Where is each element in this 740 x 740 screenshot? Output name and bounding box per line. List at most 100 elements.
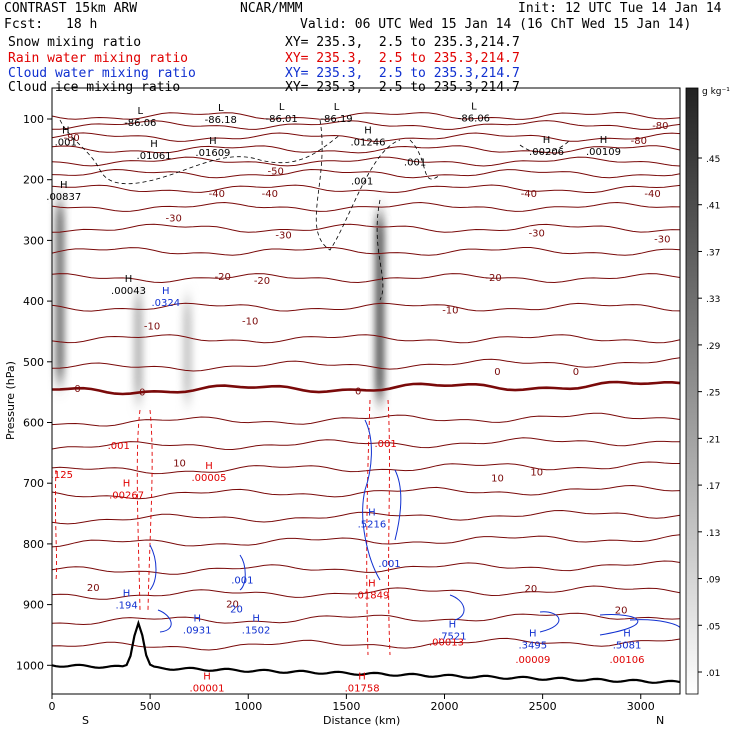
extremum-marker: H [623, 628, 631, 639]
extremum-marker: L [218, 103, 224, 114]
snow-shading-column [375, 216, 384, 399]
temperature-contour-label: 20 [226, 599, 239, 610]
fcst-value: 18 h [66, 17, 98, 32]
x-tick-label: 2000 [431, 700, 459, 713]
colorbar-tick-label: .25 [706, 389, 720, 399]
extremum-marker: L [334, 102, 340, 113]
temperature-contour [51, 273, 681, 284]
extremum-value: .01609 [195, 148, 230, 159]
temperature-contour-label: -30 [166, 213, 182, 224]
extremum-value: .001 [374, 439, 396, 450]
temperature-contour-label: 10 [173, 459, 186, 470]
x-tick-label: 2500 [529, 700, 557, 713]
extremum-value: -86.06 [124, 118, 156, 129]
temperature-contour-label: -10 [242, 317, 258, 328]
rain-water-contour [54, 399, 391, 656]
temperature-contour [51, 223, 681, 233]
extremum-marker: H [364, 125, 372, 136]
extremum-marker: H [252, 613, 260, 624]
field-snow-name: Snow mixing ratio [8, 35, 142, 50]
temperature-contour [51, 334, 681, 344]
x-axis-title: Distance (km) [323, 714, 400, 727]
extremum-marker: H [150, 139, 158, 150]
extremum-value: .00005 [192, 473, 227, 484]
extremum-value: .0324 [152, 298, 181, 309]
temperature-contour-label: -80 [63, 133, 79, 144]
extremum-marker: H [368, 579, 376, 590]
temperature-contour-label: -40 [644, 189, 660, 200]
temperature-contour-label: -40 [262, 189, 278, 200]
extremum-value: -86.18 [205, 115, 237, 126]
extremum-value: .001 [351, 177, 373, 188]
field-cloudwater-name: Cloud water mixing ratio [8, 66, 196, 81]
y-tick-label: 400 [23, 295, 44, 308]
plot-frame [51, 87, 681, 695]
extremum-value: .01246 [350, 137, 385, 148]
snow-shading-column [55, 203, 64, 381]
extremum-marker: H [203, 672, 211, 683]
extremum-value: -86.06 [458, 114, 490, 125]
temperature-contour [51, 246, 681, 256]
y-tick-label: 800 [23, 538, 44, 551]
extremum-marker: H [600, 135, 608, 146]
temperature-contour [52, 120, 681, 130]
extremum-value: .5216 [358, 520, 387, 531]
extremum-value: .3495 [518, 640, 547, 651]
y-tick-label: 100 [23, 113, 44, 126]
temperature-contour-label: 10 [491, 474, 504, 485]
y-tick-label: 1000 [16, 659, 44, 672]
temperature-contour-label: 0 [139, 388, 145, 399]
extremum-value: .00206 [529, 147, 564, 158]
colorbar-tick-label: .37 [706, 248, 720, 258]
temperature-contour [51, 357, 681, 372]
temperature-contour [51, 437, 681, 451]
temperature-contour-label: 20 [615, 605, 628, 616]
temperature-contour-label: 20 [87, 583, 100, 594]
cloud-ice-contour [59, 119, 571, 301]
extremum-marker: H [529, 628, 537, 639]
temperature-contour [51, 184, 681, 193]
extremum-value: .00009 [515, 655, 550, 666]
extremum-value: .001 [378, 559, 400, 570]
extremum-value: .7521 [438, 631, 467, 642]
temperature-contour-label: 0 [74, 384, 80, 395]
temperature-contour-label: -40 [209, 189, 225, 200]
extremum-value: .001 [404, 157, 426, 168]
freezing-level-contour [51, 380, 681, 396]
org-label: NCAR/MMM [240, 1, 303, 16]
temperature-contour [51, 302, 681, 312]
extremum-marker: H [543, 135, 551, 146]
extremum-marker: H [205, 461, 213, 472]
extremum-value: .1502 [242, 625, 271, 636]
y-tick-label: 300 [23, 234, 44, 247]
fcst-label: Fcst: [4, 17, 44, 32]
snow-shading-column [183, 301, 192, 399]
temperature-contour-label: -30 [654, 235, 670, 246]
colorbar-tick-label: .09 [706, 576, 721, 586]
temperature-contour-label: -80 [652, 121, 668, 132]
temperature-contour-label: 10 [530, 468, 543, 479]
extremum-marker: H [209, 136, 217, 147]
extremum-value: .00109 [586, 147, 621, 158]
colorbar-tick-label: .45 [706, 155, 720, 165]
y-axis-title: Pressure (hPa) [4, 361, 17, 440]
extremum-marker: L [138, 106, 144, 117]
temperature-contour [51, 484, 681, 500]
temperature-contour-label: -30 [529, 229, 545, 240]
temperature-contour [51, 156, 681, 167]
cloud-water-contour [149, 419, 681, 636]
colorbar-unit: g kg⁻¹ [702, 87, 730, 97]
extremum-marker: H [449, 619, 457, 630]
temperature-contour [51, 168, 681, 179]
temperature-contour [51, 560, 681, 575]
extremum-marker: H [162, 286, 170, 297]
extremum-marker: L [279, 102, 285, 113]
colorbar-tick-label: .21 [706, 435, 720, 445]
y-tick-label: 200 [23, 174, 44, 187]
colorbar-tick-label: .41 [706, 202, 720, 212]
x-end-right: N [656, 714, 664, 727]
temperature-contour-label: -50 [268, 167, 284, 178]
extremum-value: .01061 [137, 151, 172, 162]
colorbar-tick-label: .33 [706, 295, 720, 305]
